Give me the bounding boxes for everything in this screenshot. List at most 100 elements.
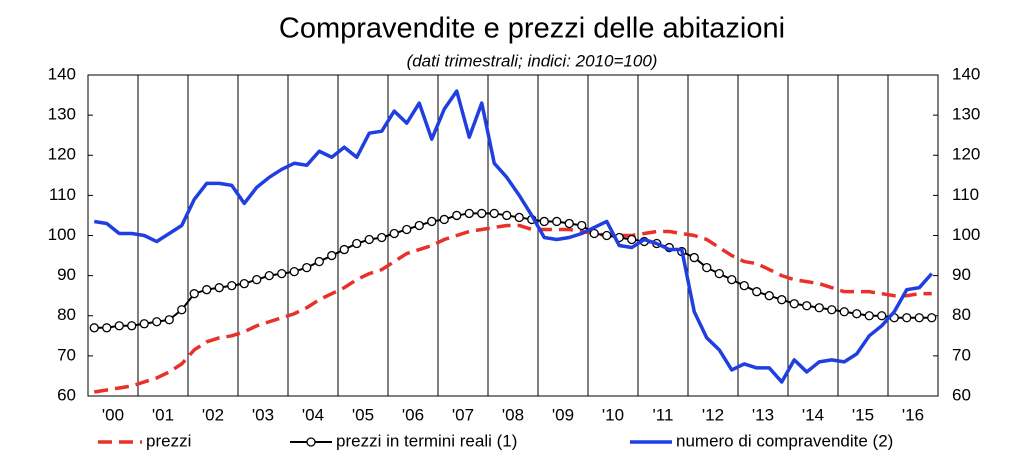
series-marker	[402, 224, 412, 235]
series-marker	[914, 313, 924, 323]
series-marker	[752, 287, 762, 297]
y2-tick-label: 80	[952, 305, 971, 324]
series-marker	[177, 305, 187, 315]
x-tick-label: '15	[852, 405, 874, 424]
y-tick-label: 90	[57, 265, 76, 284]
y2-tick-label: 70	[952, 345, 971, 364]
series-marker	[489, 208, 499, 219]
series-marker	[577, 220, 587, 231]
series-marker	[452, 210, 462, 221]
x-tick-label: '04	[302, 405, 324, 424]
series-marker	[339, 244, 349, 255]
series-marker	[727, 274, 737, 285]
series-marker	[364, 234, 374, 245]
y2-tick-label: 100	[952, 225, 980, 244]
y-tick-label: 60	[57, 385, 76, 404]
series-marker	[502, 210, 512, 221]
y2-tick-label: 120	[952, 145, 980, 164]
y-tick-label: 80	[57, 305, 76, 324]
series-marker	[514, 212, 524, 223]
x-tick-label: '07	[452, 405, 474, 424]
x-tick-label: '11	[653, 405, 674, 424]
series-marker	[389, 228, 399, 239]
series-marker	[102, 323, 112, 333]
series-line	[93, 223, 932, 394]
x-tick-label: '06	[402, 405, 424, 424]
series-marker	[877, 311, 887, 321]
y2-tick-label: 130	[952, 105, 980, 124]
series-marker	[239, 278, 249, 289]
series-marker	[377, 232, 387, 243]
y2-tick-label: 60	[952, 385, 971, 404]
series-marker	[189, 289, 199, 299]
series-marker	[602, 230, 612, 241]
series-marker	[289, 266, 299, 277]
y2-tick-label: 140	[952, 64, 980, 83]
series-marker	[864, 311, 874, 321]
series-marker	[739, 281, 749, 291]
chart-title: Compravendite e prezzi delle abitazioni	[279, 13, 785, 45]
series-marker	[264, 270, 274, 281]
x-tick-label: '14	[802, 405, 824, 424]
series-marker	[552, 216, 562, 227]
series-marker	[152, 317, 162, 327]
chart-subtitle: (dati trimestrali; indici: 2010=100)	[407, 51, 658, 70]
series-marker	[114, 321, 124, 331]
series-marker	[327, 250, 337, 261]
series-marker	[789, 299, 799, 309]
series-marker	[627, 234, 637, 245]
plot-frame	[87, 74, 939, 397]
series-marker	[689, 252, 699, 263]
x-tick-label: '01	[152, 405, 174, 424]
series-marker	[564, 218, 574, 229]
series-marker	[127, 321, 137, 331]
x-tick-label: '10	[602, 405, 624, 424]
x-tick-label: '05	[352, 405, 374, 424]
x-tick-label: '09	[552, 405, 574, 424]
series-marker	[89, 323, 99, 333]
legend-label: prezzi in termini reali (1)	[336, 431, 517, 450]
series-marker	[714, 268, 724, 279]
series-marker	[352, 238, 362, 249]
series-marker	[852, 309, 862, 319]
y-tick-label: 70	[57, 345, 76, 364]
series-line	[94, 212, 932, 329]
series-marker	[702, 262, 712, 273]
series-marker	[139, 319, 149, 329]
x-tick-label: '00	[102, 405, 124, 424]
series-marker	[827, 305, 837, 315]
series-marker	[539, 216, 549, 227]
series-line	[93, 89, 934, 384]
legend-label: prezzi	[146, 431, 191, 450]
series-marker	[164, 315, 174, 325]
x-tick-label: '16	[902, 405, 924, 424]
legend-marker	[306, 437, 316, 447]
x-tick-label: '12	[702, 405, 724, 424]
series-marker	[252, 274, 262, 285]
y-tick-label: 130	[48, 105, 76, 124]
series-marker	[589, 228, 599, 239]
y-tick-label: 110	[49, 185, 76, 204]
series-marker	[464, 208, 474, 219]
series-marker	[277, 268, 287, 279]
x-tick-label: '08	[502, 405, 524, 424]
y2-tick-label: 90	[952, 265, 971, 284]
series-marker	[477, 208, 487, 219]
series-marker	[214, 283, 224, 293]
series-marker	[802, 301, 812, 311]
x-tick-label: '02	[202, 405, 224, 424]
series-marker	[927, 313, 937, 323]
legend-label: numero di compravendite (2)	[676, 431, 893, 450]
y-tick-label: 120	[48, 145, 76, 164]
series-marker	[439, 214, 449, 225]
y-tick-label: 140	[48, 64, 76, 83]
series-marker	[314, 256, 324, 267]
y-tick-label: 100	[48, 225, 76, 244]
series-marker	[764, 291, 774, 301]
y2-tick-label: 110	[952, 185, 979, 204]
series-marker	[427, 216, 437, 227]
series-marker	[777, 295, 787, 305]
series-marker	[414, 220, 424, 231]
x-tick-label: '13	[752, 405, 774, 424]
